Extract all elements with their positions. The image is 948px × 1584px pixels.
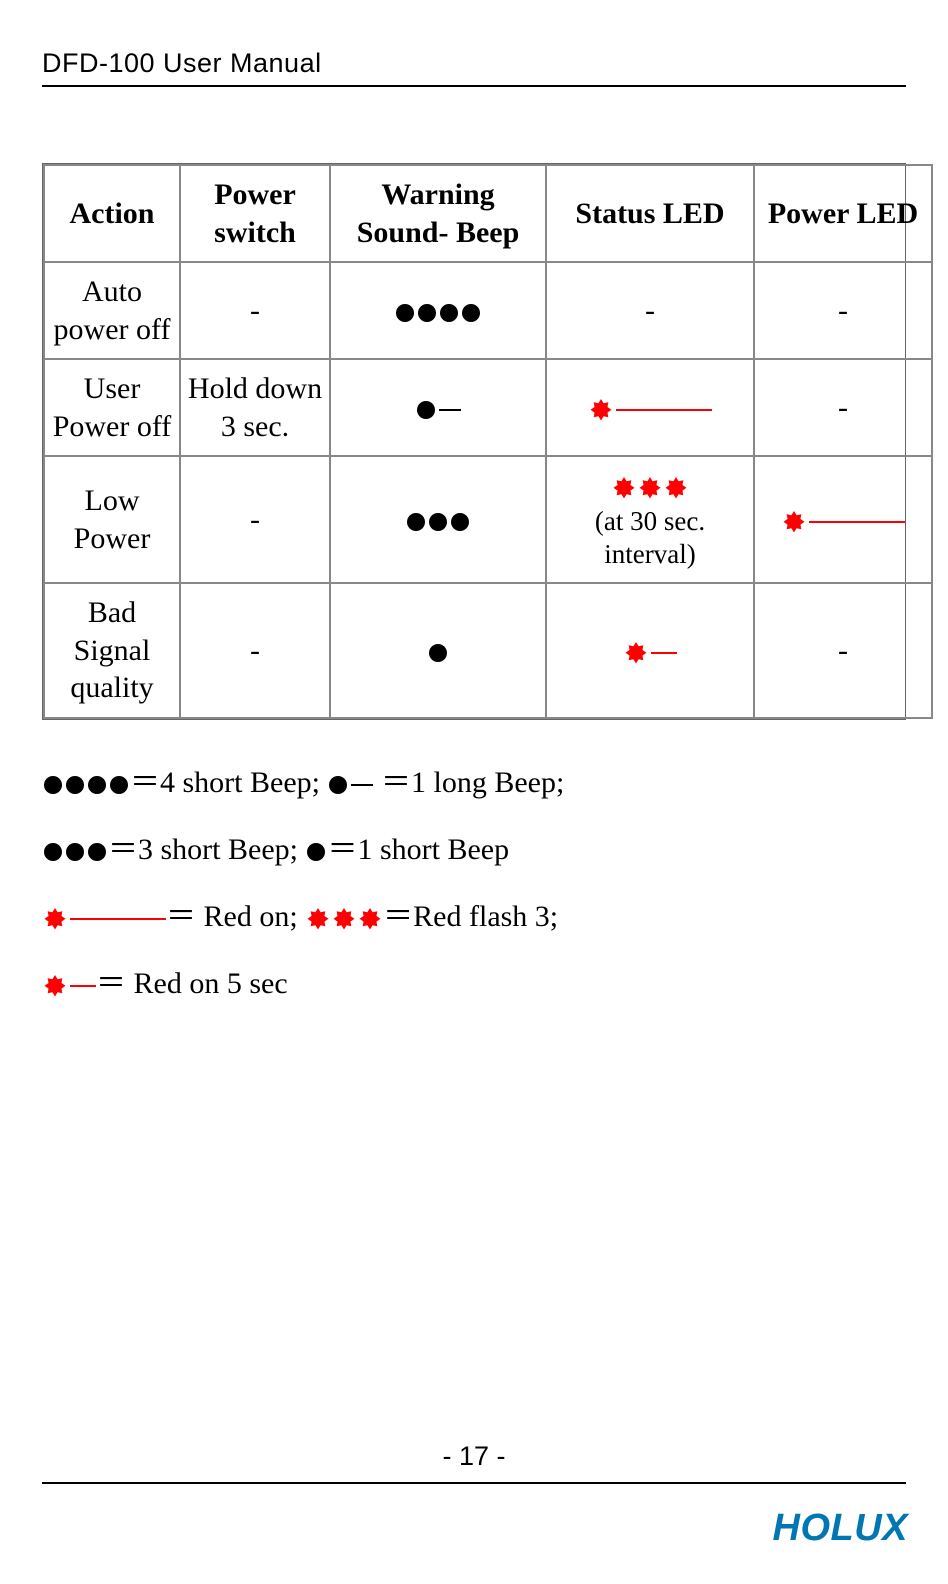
table-header-row: Action Power switch Warning Sound- Beep … [44,165,932,262]
cell-status-led: - [546,262,754,359]
cell-action: Low Power [44,456,180,583]
col-status-led: Status LED [546,165,754,262]
cell-power-switch: - [180,262,330,359]
cell-power-led: - [754,262,932,359]
table-row: Bad Signal quality-- [44,583,932,718]
header-rule [42,85,906,87]
page-title: DFD-100 User Manual [42,48,906,79]
cell-power-led [754,456,932,583]
legend: ＝4 short Beep; ＝1 long Beep; ＝3 short Be… [42,754,906,1012]
col-power-led: Power LED [754,165,932,262]
legend-red-on-flash3: ＝ Red on; ＝Red flash 3; [42,888,906,945]
brand-logo: HOLUX [773,1507,909,1550]
cell-status-led [546,359,754,456]
cell-power-led: - [754,583,932,718]
cell-power-switch: Hold down 3 sec. [180,359,330,456]
col-power-switch: Power switch [180,165,330,262]
col-action: Action [44,165,180,262]
table-row: Low Power- (at 30 sec. interval) [44,456,932,583]
cell-status-led: (at 30 sec. interval) [546,456,754,583]
cell-beep [330,262,546,359]
cell-action: Auto power off [44,262,180,359]
cell-beep [330,456,546,583]
cell-power-led: - [754,359,932,456]
table-row: Auto power off--- [44,262,932,359]
table-row: User Power offHold down 3 sec. - [44,359,932,456]
legend-beep-3-1short: ＝3 short Beep; ＝1 short Beep [42,821,906,878]
cell-status-led [546,583,754,718]
footer-rule [42,1482,906,1484]
cell-beep [330,583,546,718]
cell-beep [330,359,546,456]
indicator-table: Action Power switch Warning Sound- Beep … [42,163,906,720]
col-warning-beep: Warning Sound- Beep [330,165,546,262]
page-number: - 17 - [0,1441,948,1472]
legend-beep-4-1long: ＝4 short Beep; ＝1 long Beep; [42,754,906,811]
cell-action: Bad Signal quality [44,583,180,718]
cell-power-switch: - [180,583,330,718]
cell-action: User Power off [44,359,180,456]
cell-power-switch: - [180,456,330,583]
legend-red-on-5sec: ＝ Red on 5 sec [42,955,906,1012]
